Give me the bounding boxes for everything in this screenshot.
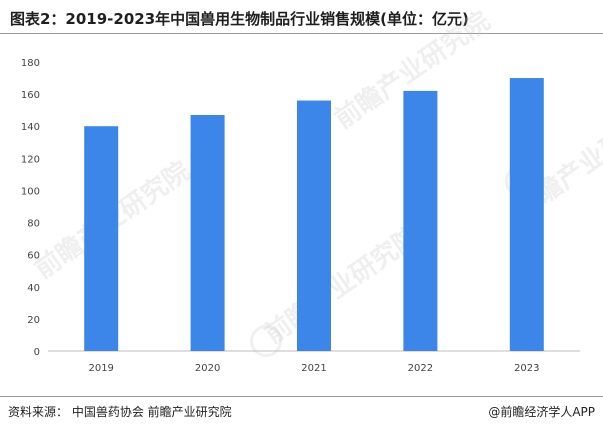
y-tick-label: 0 [34, 347, 40, 358]
title-divider [0, 33, 603, 34]
bars [84, 78, 544, 352]
x-tick-label: 2022 [408, 363, 433, 374]
x-tick-label: 2021 [301, 363, 326, 374]
y-tick-label: 100 [21, 186, 40, 197]
x-tick-label: 2023 [514, 363, 539, 374]
brand-credit: @前瞻经济学人APP [488, 405, 595, 419]
y-tick-label: 140 [21, 122, 40, 133]
bar-2023 [509, 78, 544, 352]
y-tick-label: 160 [21, 90, 40, 101]
bar-2020 [190, 114, 225, 351]
x-axis: 2019 2020 2021 2022 2023 [88, 363, 539, 374]
y-tick-label: 40 [27, 283, 40, 294]
footer-divider [0, 396, 603, 397]
y-tick-label: 120 [21, 154, 40, 165]
bar-chart: 0 20 40 60 80 100 120 140 160 180 2019 2020 2021 202… [21, 58, 580, 374]
y-tick-label: 20 [27, 315, 40, 326]
bar-2022 [403, 90, 438, 352]
x-tick-label: 2020 [195, 363, 220, 374]
source-note: 资料来源： 中国兽药协会 前瞻产业研究院 [8, 405, 232, 419]
y-tick-label: 180 [21, 58, 40, 69]
y-tick-label: 60 [27, 251, 40, 262]
x-tick-label: 2019 [88, 363, 113, 374]
y-axis: 0 20 40 60 80 100 120 140 160 180 [21, 58, 40, 358]
y-tick-label: 80 [27, 219, 40, 230]
bar-2019 [84, 126, 119, 351]
bar-2021 [297, 100, 331, 352]
chart-title: 图表2：2019-2023年中国兽用生物制品行业销售规模(单位：亿元) [10, 10, 469, 28]
